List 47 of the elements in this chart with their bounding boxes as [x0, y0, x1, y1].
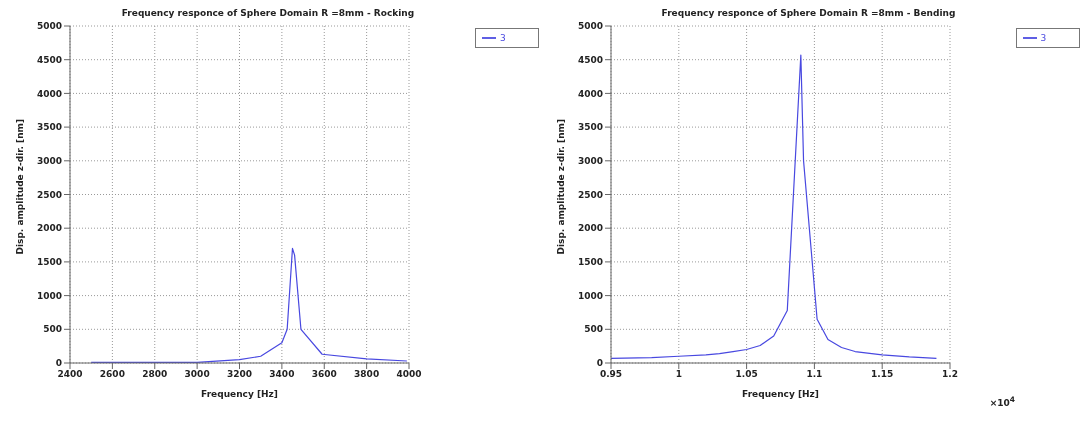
chart-title: Frequency responce of Sphere Domain R =8mm - Bending	[660, 8, 957, 18]
x-tick-label: 2400	[57, 369, 83, 380]
x-tick-label: 4000	[396, 369, 422, 380]
y-tick-label: 5000	[577, 21, 603, 32]
x-tick-label: 3200	[226, 369, 253, 380]
y-tick-label: 4000	[36, 88, 62, 99]
y-tick-label: 1500	[36, 257, 62, 268]
x-tick-label: 3600	[311, 369, 337, 380]
line-series	[610, 54, 937, 359]
x-tick-label: 3800	[354, 369, 380, 380]
y-tick-label: 0	[55, 358, 62, 369]
y-tick-label: 3500	[577, 122, 603, 133]
y-tick-label: 0	[596, 358, 603, 369]
y-axis-title: Disp. amplitude z-dir. [nm]	[555, 118, 566, 255]
y-tick-label: 2000	[577, 223, 603, 234]
y-tick-label: 2500	[577, 189, 603, 200]
y-axis-title: Disp. amplitude z-dir. [nm]	[15, 118, 26, 255]
x-tick-label: 1.15	[870, 369, 893, 380]
y-tick-label: 3000	[36, 156, 62, 166]
x-tick-label: 1.1	[805, 369, 822, 380]
y-tick-label: 2500	[36, 189, 62, 200]
text: ×10$^{4}$	[989, 395, 1015, 408]
x-tick-label: 3400	[269, 369, 295, 380]
x-tick-label: 2800	[142, 369, 168, 380]
legend-label: 3	[1040, 32, 1047, 43]
x-tick-label: 1.05	[734, 369, 758, 380]
legend-label: 3	[500, 32, 506, 43]
y-tick-label: 3500	[36, 122, 62, 133]
y-tick-label: 500	[43, 324, 62, 335]
y-tick-label: 4500	[36, 54, 62, 65]
x-axis-title: Frequency [Hz]	[201, 389, 278, 399]
y-tick-label: 3000	[577, 156, 603, 166]
y-tick-label: 4000	[577, 88, 603, 99]
y-tick-label: 4500	[577, 54, 603, 65]
chart-title: Frequency responce of Sphere Domain R =8mm - Rocking	[120, 8, 416, 18]
y-tick-label: 1000	[36, 290, 62, 301]
y-tick-label: 1500	[577, 257, 603, 268]
x-tick-label: 1	[675, 369, 682, 380]
y-tick-label: 2000	[36, 223, 62, 234]
x-tick-label: 0.95	[599, 369, 622, 380]
x-axis-title: Frequency [Hz]	[741, 389, 819, 399]
x-tick-label: 1.2	[941, 369, 958, 380]
y-tick-label: 1000	[577, 290, 603, 301]
x-tick-label: 3000	[184, 369, 210, 380]
y-tick-label: 500	[583, 324, 603, 335]
x-tick-label: 2600	[99, 369, 125, 380]
y-tick-label: 5000	[36, 21, 62, 32]
